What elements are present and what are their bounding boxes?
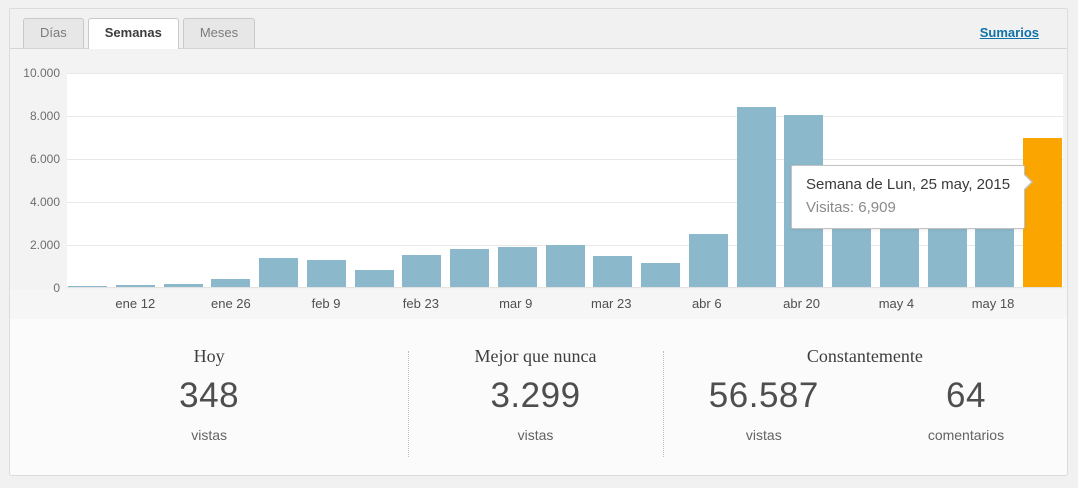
- bar-abr-6[interactable]: [688, 234, 728, 287]
- summary-stat-vistas: 3.299 vistas: [408, 367, 663, 443]
- x-slot-empty: [68, 296, 107, 311]
- x-slot-empty: [924, 296, 963, 311]
- bar-feb-23[interactable]: [402, 255, 442, 287]
- summary-stats-row: 3.299 vistas: [408, 367, 663, 443]
- bar-week-1[interactable]: [68, 286, 107, 287]
- summary-stat-vistas: 56.587 vistas: [663, 367, 865, 443]
- chart-region: 10.000 8.000 6.000 4.000 2.000 0 Semana de Lu…: [10, 49, 1067, 295]
- x-tick-may-18: may 18: [972, 296, 1015, 311]
- x-slot-empty: [544, 296, 583, 311]
- x-tick-label: abr 20: [783, 296, 821, 311]
- stat-value: 348: [179, 376, 240, 415]
- summary-stat-vistas: 348 vistas: [10, 367, 408, 443]
- bar-week-11[interactable]: [545, 245, 585, 287]
- bar-week-7[interactable]: [354, 270, 394, 287]
- x-tick-label: feb 9: [311, 296, 341, 311]
- x-slot-empty: [354, 296, 393, 311]
- summaries-link[interactable]: Sumarios: [979, 25, 1039, 40]
- stats-card: Días Semanas Meses Sumarios 10.000 8.000 6…: [9, 8, 1068, 476]
- tab-meses[interactable]: Meses: [182, 18, 256, 48]
- summary-stat-comentarios: 64 comentarios: [865, 367, 1067, 443]
- y-tick-2.000: 2.000: [29, 238, 60, 252]
- summary-panel: Hoy 348 vistas Mejor que nunca 3.299 vistas Co…: [10, 319, 1067, 475]
- bar-mar-9[interactable]: [497, 247, 537, 287]
- y-tick-8.000: 8.000: [29, 109, 60, 123]
- x-tick-abr-6: abr 6: [687, 296, 726, 311]
- y-tick-6.000: 6.000: [29, 152, 60, 166]
- bar-week-15[interactable]: [736, 107, 776, 287]
- bar-week-21[interactable]: [1023, 138, 1062, 287]
- x-tick-label: may 18: [971, 296, 1015, 311]
- tooltip-title: Semana de Lun, 25 may, 2015: [806, 176, 1011, 193]
- bar-ene-26[interactable]: [211, 279, 251, 287]
- x-tick-label: mar 9: [499, 296, 533, 311]
- tooltip-visits: Visitas: 6,909: [806, 199, 896, 216]
- x-tick-may-4: may 4: [877, 296, 916, 311]
- summary-section-mejor-que-nunca: Mejor que nunca 3.299 vistas: [408, 319, 663, 475]
- stat-value: 3.299: [490, 376, 581, 415]
- bar-ene-12[interactable]: [115, 285, 155, 287]
- stat-label: vistas: [191, 427, 228, 443]
- x-tick-abr-20: abr 20: [782, 296, 821, 311]
- x-slot-empty: [1023, 296, 1062, 311]
- y-tick-10.000: 10.000: [23, 66, 60, 80]
- x-tick-label: abr 6: [691, 296, 722, 311]
- summary-title: Constantemente: [806, 346, 923, 366]
- y-tick-4.000: 4.000: [29, 195, 60, 209]
- bar-week-5[interactable]: [259, 258, 298, 287]
- y-axis-labels: 10.000 8.000 6.000 4.000 2.000 0: [10, 66, 60, 295]
- x-slot-empty: [259, 296, 298, 311]
- stat-label: vistas: [517, 427, 554, 443]
- stat-value: 56.587: [708, 376, 819, 415]
- bar-week-3[interactable]: [163, 284, 203, 287]
- stat-label: vistas: [745, 427, 782, 443]
- tab-semanas[interactable]: Semanas: [87, 18, 179, 49]
- summary-section-constantemente: Constantemente 56.587 vistas 64 comentarios: [662, 319, 1067, 475]
- x-tick-label: ene 12: [115, 296, 156, 311]
- x-tick-label: may 4: [878, 296, 915, 311]
- x-tick-label: feb 23: [402, 296, 439, 311]
- x-slot-empty: [449, 296, 488, 311]
- x-slot-empty: [735, 296, 774, 311]
- chart-tooltip: Semana de Lun, 25 may, 2015 Visitas: 6,9…: [791, 165, 1034, 229]
- x-tick-mar-23: mar 23: [591, 296, 631, 311]
- x-slot-empty: [640, 296, 679, 311]
- period-tabs: Días Semanas Meses Sumarios: [10, 9, 1067, 49]
- bar-week-9[interactable]: [450, 249, 489, 287]
- bar-mar-23[interactable]: [593, 256, 633, 287]
- tab-dias[interactable]: Días: [23, 18, 84, 48]
- x-tick-ene-26: ene 26: [211, 296, 251, 311]
- x-tick-ene-12: ene 12: [115, 296, 155, 311]
- x-slot-empty: [164, 296, 203, 311]
- stat-value: 64: [945, 376, 986, 415]
- summary-title: Mejor que nunca: [474, 346, 597, 366]
- y-tick-0: 0: [53, 281, 60, 295]
- summary-section-hoy: Hoy 348 vistas: [10, 319, 408, 475]
- x-tick-feb-23: feb 23: [401, 296, 440, 311]
- x-slot-empty: [830, 296, 869, 311]
- summary-title: Hoy: [193, 346, 225, 366]
- summary-stats-row: 348 vistas: [10, 367, 408, 443]
- stat-label: comentarios: [927, 427, 1005, 443]
- bar-week-13[interactable]: [641, 263, 680, 287]
- bar-feb-9[interactable]: [306, 260, 346, 287]
- x-axis-strip: ene 12 ene 26 feb 9 feb 23 mar 9 mar 23 abr 6 a…: [10, 289, 1067, 319]
- x-axis-labels: ene 12 ene 26 feb 9 feb 23 mar 9 mar 23 abr 6 a…: [67, 289, 1063, 311]
- x-tick-feb-9: feb 9: [307, 296, 346, 311]
- x-tick-mar-9: mar 9: [496, 296, 535, 311]
- x-tick-label: ene 26: [210, 296, 251, 311]
- summary-stats-row: 56.587 vistas 64 comentarios: [663, 367, 1067, 443]
- x-tick-label: mar 23: [591, 296, 632, 311]
